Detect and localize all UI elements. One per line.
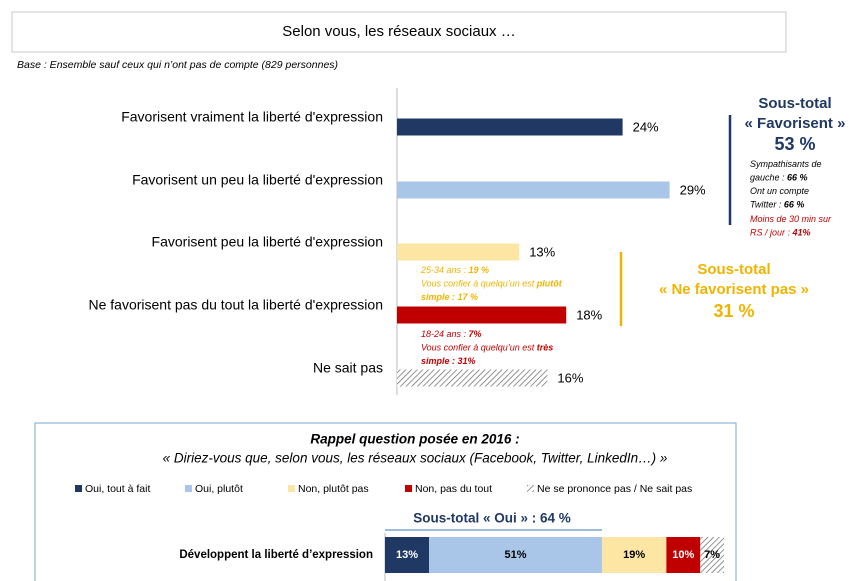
note: Vous confier à quelqu’un est très (421, 343, 553, 353)
note-part: simple : 31% (421, 356, 476, 366)
note: Sympathisants de (750, 159, 822, 169)
value-label: 10% (672, 549, 694, 561)
note-part: 41% (792, 228, 811, 238)
legend-swatch (185, 485, 192, 492)
note: Vous confier à quelqu’un est plutôt (421, 279, 563, 289)
category-label: Développent la liberté d’expression (179, 549, 373, 561)
note-part: gauche : (750, 173, 787, 183)
category-label: Favorisent peu la liberté d'expression (152, 234, 383, 250)
title-box (11, 11, 787, 53)
category-label: Ne sait pas (313, 360, 383, 376)
note-part: 18-24 ans : (421, 329, 469, 339)
value-label: 13% (529, 244, 555, 259)
note-part: RS / jour : (750, 228, 793, 238)
value-label: 24% (633, 119, 659, 134)
note: RS / jour : 41% (750, 228, 811, 238)
recall-box (34, 422, 737, 581)
category-label: Favorisent un peu la liberté d'expressio… (132, 172, 383, 188)
note: Moins de 30 min sur (750, 214, 832, 224)
value-label: 19% (623, 549, 645, 561)
subtotal-name: « Favorisent » (745, 115, 846, 132)
note: simple : 31% (421, 356, 476, 366)
bar (397, 369, 548, 387)
category-label: Favorisent vraiment la liberté d'express… (121, 109, 383, 125)
note-part: plutôt (536, 279, 563, 289)
subtotal-label: Sous-total (758, 95, 831, 112)
bar-segment (385, 537, 430, 573)
bar-segment (601, 537, 667, 573)
note-part: simple : 17 % (421, 292, 478, 302)
value-label: 7% (704, 549, 720, 561)
recall-subtitle: « Diriez-vous que, selon vous, les résea… (163, 451, 668, 466)
value-label: 18% (576, 307, 602, 322)
base-note: Base : Ensemble sauf ceux qui n’ont pas … (17, 59, 338, 71)
legend-swatch (288, 485, 295, 492)
note: gauche : 66 % (750, 173, 808, 183)
bar (397, 118, 623, 136)
legend-label: Non, plutôt pas (298, 483, 369, 495)
note-part: 19 % (469, 265, 490, 275)
legend-label: Oui, tout à fait (85, 483, 150, 495)
subtotal-value: 53 % (774, 134, 815, 154)
value-label: 16% (557, 370, 583, 385)
legend-label: Oui, plutôt (195, 483, 243, 495)
value-label: 13% (396, 549, 418, 561)
legend-label: Non, pas du tout (415, 483, 492, 495)
note-part: 25-34 ans : (420, 265, 469, 275)
subtotal-label: Sous-total (697, 261, 770, 278)
legend-label: Ne se prononce pas / Ne sait pas (537, 483, 692, 495)
note: Ont un compte (750, 186, 809, 196)
bar (397, 181, 670, 199)
note-part: 66 % (787, 173, 808, 183)
subtotal-name: « Ne favorisent pas » (659, 281, 809, 298)
bar (397, 306, 567, 324)
value-label: 29% (680, 182, 706, 197)
recall-title: Rappel question posée en 2016 : (310, 432, 519, 447)
subtotal-oui: Sous-total « Oui » : 64 % (413, 511, 571, 526)
legend-swatch (527, 485, 534, 492)
value-label: 51% (504, 549, 526, 561)
bar-segment (666, 537, 701, 573)
note: 18-24 ans : 7% (421, 329, 482, 339)
note-part: Sympathisants de (750, 159, 822, 169)
bar-segment (700, 537, 724, 573)
legend-swatch (405, 485, 412, 492)
subtotal-value: 31 % (713, 301, 754, 321)
note: 25-34 ans : 19 % (420, 265, 489, 275)
note-part: Vous confier à quelqu’un est (421, 343, 537, 353)
note-part: 7% (469, 329, 482, 339)
note: Twitter : 66 % (750, 200, 804, 210)
note-part: Twitter : (750, 200, 784, 210)
note-part: Ont un compte (750, 186, 809, 196)
title: Selon vous, les réseaux sociaux … (282, 23, 515, 40)
bar-segment (429, 537, 602, 573)
note-part: Moins de 30 min sur (750, 214, 832, 224)
note: simple : 17 % (421, 292, 478, 302)
legend-swatch (75, 485, 82, 492)
note-part: Vous confier à quelqu’un est (421, 279, 537, 289)
note-part: très (537, 343, 554, 353)
category-label: Ne favorisent pas du tout la liberté d'e… (88, 297, 383, 313)
bar (397, 243, 520, 261)
note-part: 66 % (784, 200, 805, 210)
